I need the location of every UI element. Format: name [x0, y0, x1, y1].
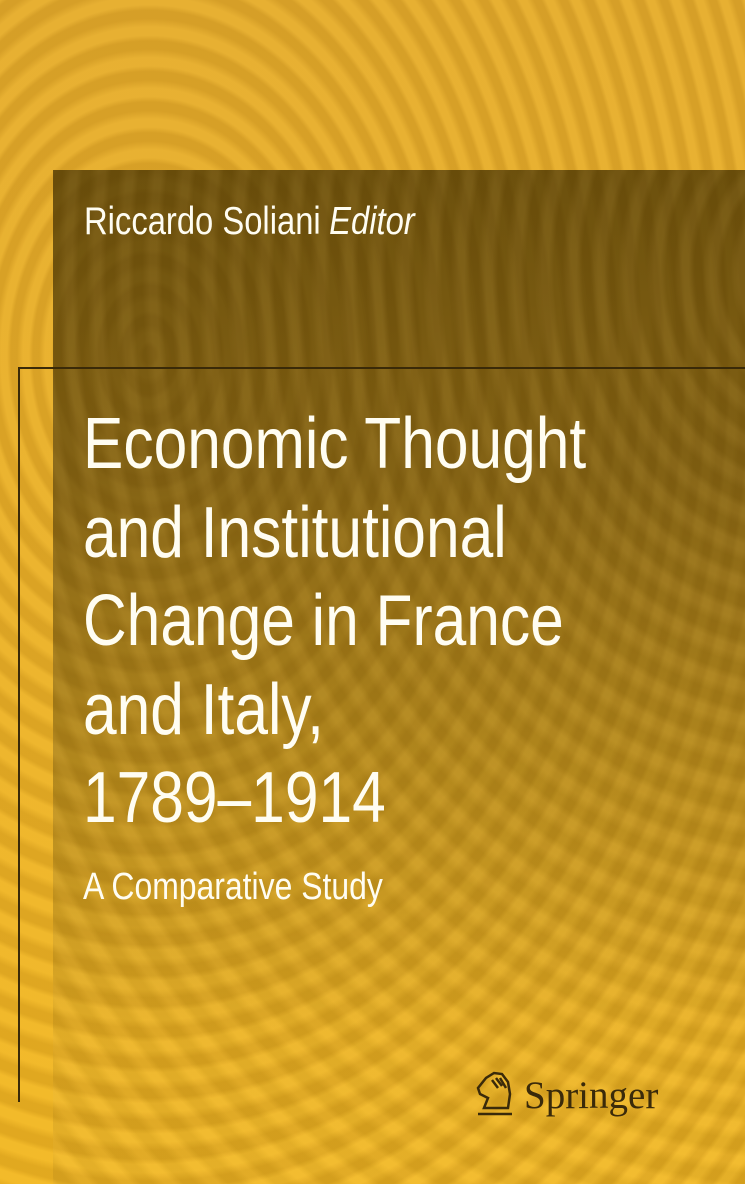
- book-title: Economic Thought and Institutional Chang…: [83, 400, 586, 843]
- publisher-logo: Springer: [474, 1070, 658, 1120]
- knight-horse-icon: [476, 1071, 512, 1116]
- title-panel: [53, 170, 745, 1184]
- book-subtitle: A Comparative Study: [83, 866, 383, 908]
- author-line: Riccardo Soliani Editor: [84, 200, 415, 244]
- title-line: and Institutional: [83, 492, 507, 573]
- title-line: and Italy,: [83, 669, 324, 750]
- title-line: 1789–1914: [83, 758, 386, 838]
- title-line: Economic Thought: [83, 404, 587, 484]
- author-name: Riccardo Soliani: [84, 200, 321, 243]
- author-role: Editor: [329, 200, 415, 243]
- divider-vertical: [18, 367, 20, 1102]
- divider-horizontal: [18, 367, 745, 369]
- publisher-name: Springer: [524, 1073, 659, 1117]
- title-line: Change in France: [83, 581, 564, 661]
